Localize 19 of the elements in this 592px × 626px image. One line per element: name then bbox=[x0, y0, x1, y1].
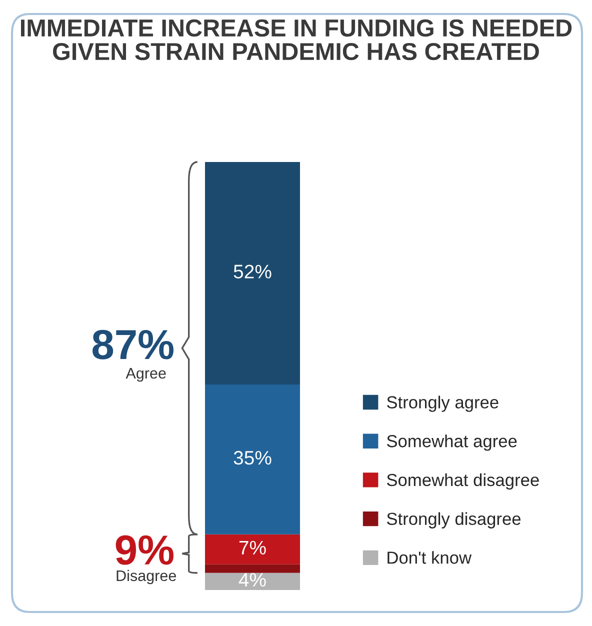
legend-label: Don't know bbox=[388, 551, 472, 564]
data-label: 52% bbox=[234, 264, 272, 278]
chart-title: IMMEDIATE INCREASE IN FUNDING IS NEEDED GIVEN STRAIN PANDEMIC HAS CREATED bbox=[21, 19, 572, 60]
legend-label: Strongly agree bbox=[386, 396, 498, 412]
data-label: 4% bbox=[238, 572, 266, 587]
legend-label: Somewhat agree bbox=[386, 434, 517, 451]
text: Disagree bbox=[116, 570, 176, 584]
text: Agree bbox=[126, 368, 166, 382]
bar bbox=[205, 572, 300, 590]
text: 9% bbox=[116, 535, 174, 565]
legend-label: Somewhat disagree bbox=[386, 473, 539, 490]
data-label: 35% bbox=[234, 450, 272, 465]
data-label: 7% bbox=[239, 540, 266, 554]
bar bbox=[205, 534, 300, 564]
bar bbox=[205, 384, 300, 534]
text: 87% bbox=[92, 330, 174, 360]
bar bbox=[205, 162, 300, 385]
bar bbox=[205, 564, 300, 573]
legend-label: Strongly disagree bbox=[386, 512, 521, 528]
